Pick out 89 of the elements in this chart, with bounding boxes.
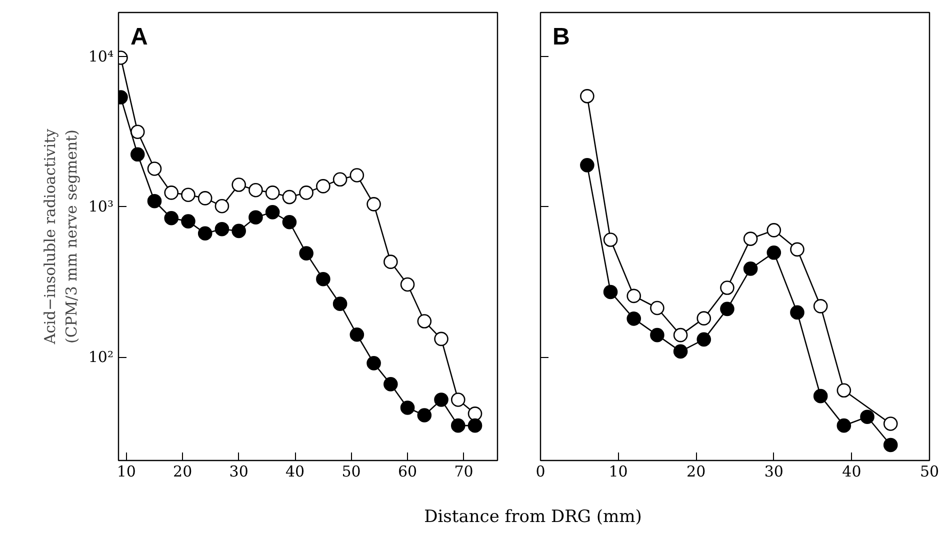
y-tick-label: 10⁴ (88, 47, 114, 66)
point (198, 226, 212, 241)
point (366, 197, 381, 212)
point (813, 388, 828, 404)
point (214, 198, 230, 214)
point (282, 214, 297, 230)
point (265, 205, 280, 220)
point (181, 188, 196, 202)
point (181, 214, 196, 228)
point (860, 410, 874, 424)
x-tick-label: 70 (454, 462, 474, 480)
point (790, 305, 804, 320)
x-tick-label: 10 (116, 462, 136, 480)
x-tick-label: 40 (286, 462, 305, 480)
point (790, 242, 804, 257)
x-tick-label: 0 (536, 462, 546, 480)
point (130, 147, 145, 162)
point (434, 392, 448, 407)
point (316, 272, 330, 286)
point (743, 262, 758, 276)
point (450, 392, 466, 407)
point (650, 300, 664, 316)
point (766, 223, 782, 238)
x-axis-title: Distance from DRG (mm) (424, 506, 642, 529)
text: B (552, 24, 570, 50)
point (384, 377, 398, 392)
point (417, 408, 432, 422)
point (384, 254, 398, 269)
point (232, 178, 246, 192)
x-tick-label: 50 (920, 462, 940, 480)
point (164, 210, 179, 226)
point (696, 332, 712, 347)
y-axis-title: Acid−insoluble radioactivity (CPM/3 mm nerve segment) (40, 128, 80, 346)
point (720, 302, 734, 316)
point (673, 344, 688, 359)
point (883, 438, 898, 452)
point (417, 314, 432, 328)
x-tick-label: 30 (764, 462, 784, 480)
x-tick-label: 60 (398, 462, 418, 480)
point (232, 224, 246, 238)
point (626, 312, 642, 326)
point (696, 311, 712, 326)
point (299, 186, 314, 200)
point (450, 418, 466, 433)
point (350, 327, 364, 342)
point (580, 89, 594, 104)
point (626, 288, 642, 304)
point (434, 332, 448, 346)
point (214, 222, 230, 236)
point (147, 194, 162, 208)
y-tick-label: 10³ (88, 198, 114, 216)
text: A (130, 24, 148, 50)
point (673, 328, 688, 342)
point (164, 186, 179, 200)
point (265, 186, 280, 200)
point (332, 296, 348, 311)
point (350, 168, 364, 182)
point (316, 179, 330, 194)
point (366, 356, 381, 370)
point (468, 406, 482, 421)
point (836, 383, 852, 398)
x-tick-label: 50 (342, 462, 361, 480)
point (299, 246, 314, 260)
x-tick-label: 20 (686, 462, 706, 480)
x-tick-label: 20 (173, 462, 192, 480)
x-tick-label: 10 (608, 462, 628, 480)
point (743, 232, 758, 246)
point (603, 232, 618, 247)
point (400, 400, 415, 415)
point (603, 284, 618, 300)
point (468, 418, 482, 433)
point (282, 190, 297, 204)
point (130, 124, 145, 139)
point (883, 416, 898, 431)
point (248, 182, 263, 198)
point (766, 246, 782, 260)
point (400, 277, 415, 292)
point (147, 162, 162, 176)
x-tick-label: 30 (229, 462, 248, 480)
point (580, 158, 594, 172)
y-tick-label: 10² (88, 348, 114, 366)
point (198, 191, 212, 206)
point (836, 418, 852, 433)
x-tick-label: 40 (842, 462, 862, 480)
point (720, 280, 734, 295)
point (650, 328, 664, 342)
point (813, 299, 828, 314)
point (248, 210, 263, 224)
point (332, 172, 348, 187)
